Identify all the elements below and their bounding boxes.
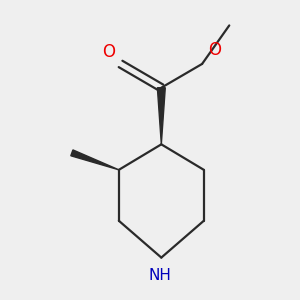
Text: O: O [102,43,115,61]
Text: NH: NH [149,268,172,283]
Polygon shape [71,150,119,170]
Polygon shape [158,88,165,144]
Text: O: O [208,41,221,59]
